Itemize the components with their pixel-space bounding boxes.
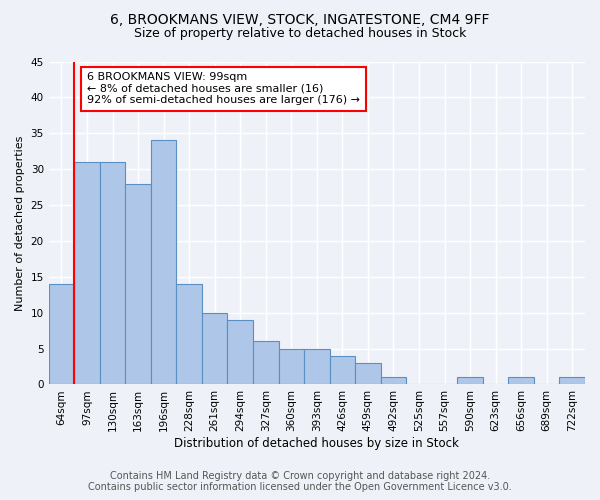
Bar [508,378,534,384]
Bar [227,320,253,384]
Text: 6, BROOKMANS VIEW, STOCK, INGATESTONE, CM4 9FF: 6, BROOKMANS VIEW, STOCK, INGATESTONE, C… [110,12,490,26]
Y-axis label: Number of detached properties: Number of detached properties [15,136,25,310]
Bar [151,140,176,384]
Bar [355,363,380,384]
Bar [304,348,329,384]
Bar [100,162,125,384]
Text: Size of property relative to detached houses in Stock: Size of property relative to detached ho… [134,28,466,40]
Bar [176,284,202,384]
Bar [125,184,151,384]
Bar [253,342,278,384]
Bar [278,348,304,384]
Bar [202,312,227,384]
X-axis label: Distribution of detached houses by size in Stock: Distribution of detached houses by size … [175,437,459,450]
Bar [74,162,100,384]
Text: Contains HM Land Registry data © Crown copyright and database right 2024.
Contai: Contains HM Land Registry data © Crown c… [88,471,512,492]
Text: 6 BROOKMANS VIEW: 99sqm
← 8% of detached houses are smaller (16)
92% of semi-det: 6 BROOKMANS VIEW: 99sqm ← 8% of detached… [87,72,360,106]
Bar [380,378,406,384]
Bar [559,378,585,384]
Bar [329,356,355,384]
Bar [457,378,483,384]
Bar [49,284,74,384]
